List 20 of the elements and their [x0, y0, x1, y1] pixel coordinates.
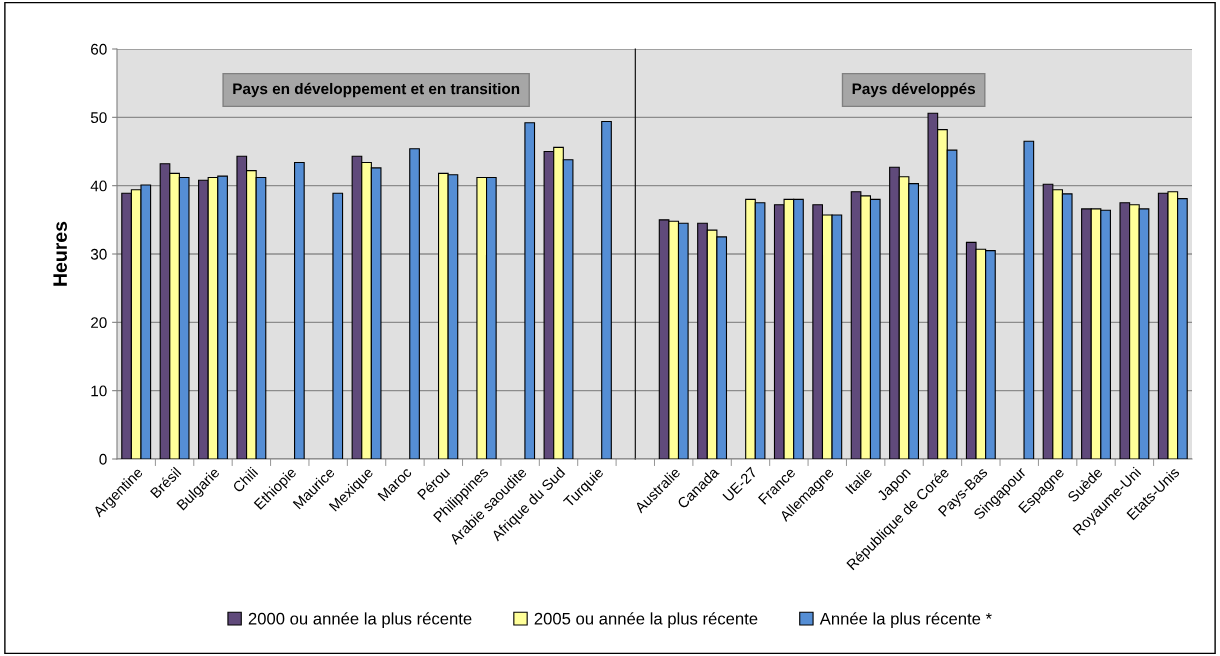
bar [1023, 140, 1035, 459]
legend-label: 2005 ou année la plus récente [534, 612, 758, 628]
bar [601, 120, 612, 459]
x-tick-label: Italie [844, 466, 873, 495]
legend-label: Année la plus récente * [819, 612, 992, 628]
y-tick-label: 50 [90, 112, 107, 124]
bar [524, 122, 536, 459]
annotation: Pays développés [852, 82, 976, 98]
y-tick-label: 40 [90, 180, 107, 192]
y-tick-label: 10 [91, 385, 107, 397]
bar [294, 161, 305, 459]
y-axis-title: Heures [53, 221, 67, 286]
bar [409, 148, 420, 459]
annotation: Pays en développement et en transition [233, 82, 520, 98]
y-tick-label: 20 [91, 317, 107, 329]
y-tick-label: 30 [90, 248, 107, 260]
legend-label: 2000 ou année la plus récente [248, 612, 472, 628]
bar [332, 192, 344, 459]
y-tick-label: 60 [91, 43, 107, 55]
y-tick-label: 0 [99, 453, 107, 465]
